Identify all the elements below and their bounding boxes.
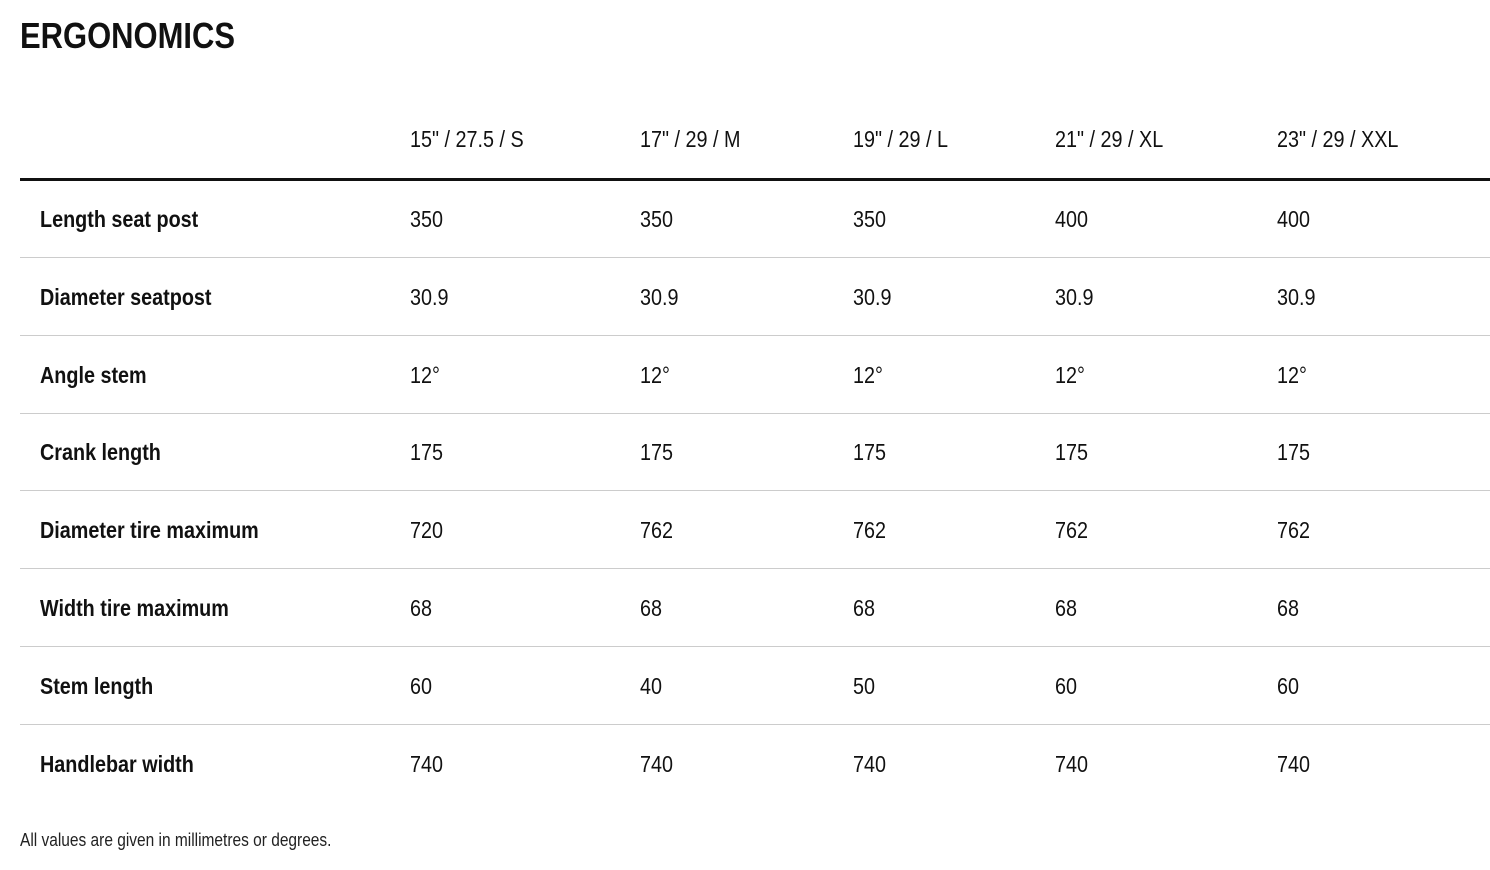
table-cell: 60 — [410, 672, 433, 699]
table-cell: 40 — [640, 672, 663, 699]
row-separator — [20, 334, 1490, 336]
column-header: 15" / 27.5 / S — [410, 126, 524, 152]
table-cell: 175 — [853, 439, 887, 466]
row-label: Width tire maximum — [40, 595, 229, 621]
table-cell: 762 — [640, 517, 674, 544]
table-cell: 68 — [410, 595, 433, 621]
column-header: 17" / 29 / M — [640, 126, 741, 152]
table-cell: 175 — [410, 439, 444, 466]
row-label: Diameter tire maximum — [40, 517, 259, 544]
table-cell: 50 — [853, 672, 876, 699]
table-cell: 12° — [1055, 361, 1085, 388]
table-cell: 720 — [410, 517, 444, 544]
table-cell: 400 — [1277, 206, 1311, 232]
header-rule — [20, 178, 1490, 181]
row-separator — [20, 568, 1490, 570]
table-cell: 30.9 — [640, 283, 679, 310]
table-cell: 740 — [640, 750, 674, 777]
table-cell: 30.9 — [410, 283, 449, 310]
table-cell: 175 — [1277, 439, 1311, 466]
footnote: All values are given in millimetres or d… — [20, 830, 332, 850]
table-cell: 30.9 — [1277, 283, 1316, 310]
row-label: Angle stem — [40, 361, 147, 388]
row-separator — [20, 723, 1490, 725]
table-cell: 68 — [640, 595, 663, 621]
table-cell: 68 — [853, 595, 876, 621]
table-cell: 68 — [1277, 595, 1300, 621]
table-cell: 762 — [853, 517, 887, 544]
table-cell: 30.9 — [1055, 283, 1094, 310]
table-cell: 740 — [853, 750, 887, 777]
table-cell: 30.9 — [853, 283, 892, 310]
row-separator — [20, 412, 1490, 414]
row-separator — [20, 490, 1490, 492]
table-cell: 175 — [1055, 439, 1089, 466]
table-cell: 400 — [1055, 206, 1089, 232]
table-cell: 740 — [1055, 750, 1089, 777]
row-label: Diameter seatpost — [40, 283, 212, 310]
table-cell: 12° — [410, 361, 440, 388]
row-label: Length seat post — [40, 206, 199, 232]
table-cell: 12° — [853, 361, 883, 388]
table-cell: 350 — [410, 206, 444, 232]
section-title: ERGONOMICS — [20, 15, 236, 56]
row-label: Handlebar width — [40, 750, 194, 777]
table-cell: 762 — [1277, 517, 1311, 544]
table-cell: 350 — [640, 206, 674, 232]
table-cell: 740 — [1277, 750, 1311, 777]
table-cell: 350 — [853, 206, 887, 232]
row-label: Stem length — [40, 672, 154, 699]
row-separator — [20, 256, 1490, 258]
column-header: 23" / 29 / XXL — [1277, 126, 1399, 152]
column-header: 21" / 29 / XL — [1055, 126, 1164, 152]
row-separator — [20, 645, 1490, 647]
table-cell: 12° — [640, 361, 670, 388]
table-cell: 762 — [1055, 517, 1089, 544]
column-header: 19" / 29 / L — [853, 126, 949, 152]
table-cell: 60 — [1277, 672, 1300, 699]
table-cell: 740 — [410, 750, 444, 777]
table-cell: 68 — [1055, 595, 1078, 621]
row-label: Crank length — [40, 439, 161, 466]
table-cell: 12° — [1277, 361, 1307, 388]
table-cell: 175 — [640, 439, 674, 466]
table-cell: 60 — [1055, 672, 1078, 699]
